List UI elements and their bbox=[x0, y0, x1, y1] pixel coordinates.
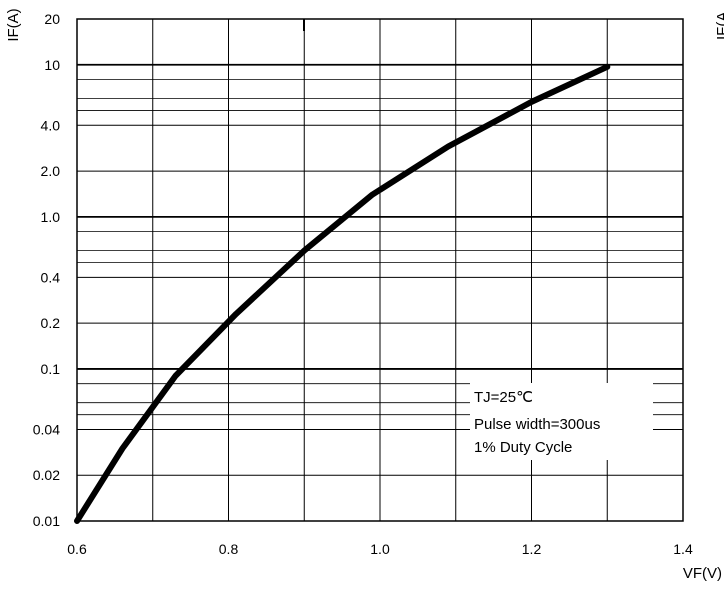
label-layer: 0.6 0.8 1.0 1.2 1.4 0.01 0.02 0.04 0.1 0.2 0.4 1.0 2… bbox=[33, 11, 693, 557]
annotation-pulse-width: Pulse width=300us bbox=[474, 416, 600, 433]
x-tick-label: 1.2 bbox=[522, 541, 542, 557]
annotation-duty-cycle: 1% Duty Cycle bbox=[474, 439, 572, 456]
annotation-junction-temp: TJ=25℃ bbox=[474, 389, 533, 406]
frame-layer bbox=[76, 18, 684, 522]
y-tick-label: 0.1 bbox=[41, 361, 61, 377]
y-tick-label: 4.0 bbox=[41, 117, 61, 133]
forward-current-curve bbox=[74, 63, 611, 524]
y-tick-label: 0.4 bbox=[41, 269, 61, 285]
plot-frame bbox=[76, 18, 684, 522]
y-tick-label: 0.04 bbox=[33, 421, 60, 437]
x-tick-label: 0.6 bbox=[67, 541, 87, 557]
y-tick-label: 10 bbox=[44, 57, 60, 73]
x-tick-label: 0.8 bbox=[219, 541, 239, 557]
y-tick-label: 0.01 bbox=[33, 513, 60, 529]
x-tick-label: 1.4 bbox=[673, 541, 693, 557]
y-tick-label: 1.0 bbox=[41, 209, 61, 225]
y-tick-label: 2.0 bbox=[41, 163, 61, 179]
clipped-edge-label: IF(A bbox=[714, 12, 724, 40]
test-conditions-annotation: TJ=25℃ Pulse width=300us 1% Duty Cycle bbox=[470, 383, 653, 460]
y-axis-title: IF(A) bbox=[5, 8, 22, 41]
x-tick-label: 1.0 bbox=[370, 541, 390, 557]
series-layer bbox=[74, 63, 611, 524]
y-tick-label: 0.2 bbox=[41, 315, 61, 331]
y-tick-label: 20 bbox=[44, 11, 60, 27]
y-tick-label: 0.02 bbox=[33, 467, 60, 483]
annotation-background bbox=[470, 383, 653, 460]
x-axis-title: VF(V) bbox=[683, 565, 722, 582]
